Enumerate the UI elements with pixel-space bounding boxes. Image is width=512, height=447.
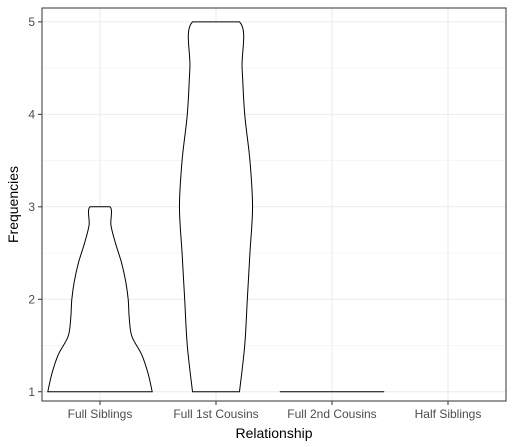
y-tick-label: 3 bbox=[28, 200, 35, 214]
x-tick-label: Full 1st Cousins bbox=[173, 407, 258, 421]
x-axis-title: Relationship bbox=[235, 425, 312, 441]
y-tick-label: 1 bbox=[28, 385, 35, 399]
y-axis: 1 2 3 4 5 bbox=[28, 15, 42, 399]
violin-layer bbox=[47, 21, 385, 393]
y-tick-label: 4 bbox=[28, 107, 35, 121]
y-axis-title: Frequencies bbox=[5, 166, 21, 243]
x-tick-label: Full Siblings bbox=[68, 407, 133, 421]
x-axis: Full Siblings Full 1st Cousins Full 2nd Co… bbox=[68, 401, 482, 421]
y-tick-label: 5 bbox=[28, 15, 35, 29]
panel-border bbox=[41, 7, 507, 402]
x-tick-label: Half Siblings bbox=[415, 407, 482, 421]
y-tick-label: 2 bbox=[28, 292, 35, 306]
violin-full-siblings bbox=[47, 206, 153, 393]
violin-full-1st-cousins bbox=[178, 21, 254, 393]
x-tick-label: Full 2nd Cousins bbox=[287, 407, 376, 421]
